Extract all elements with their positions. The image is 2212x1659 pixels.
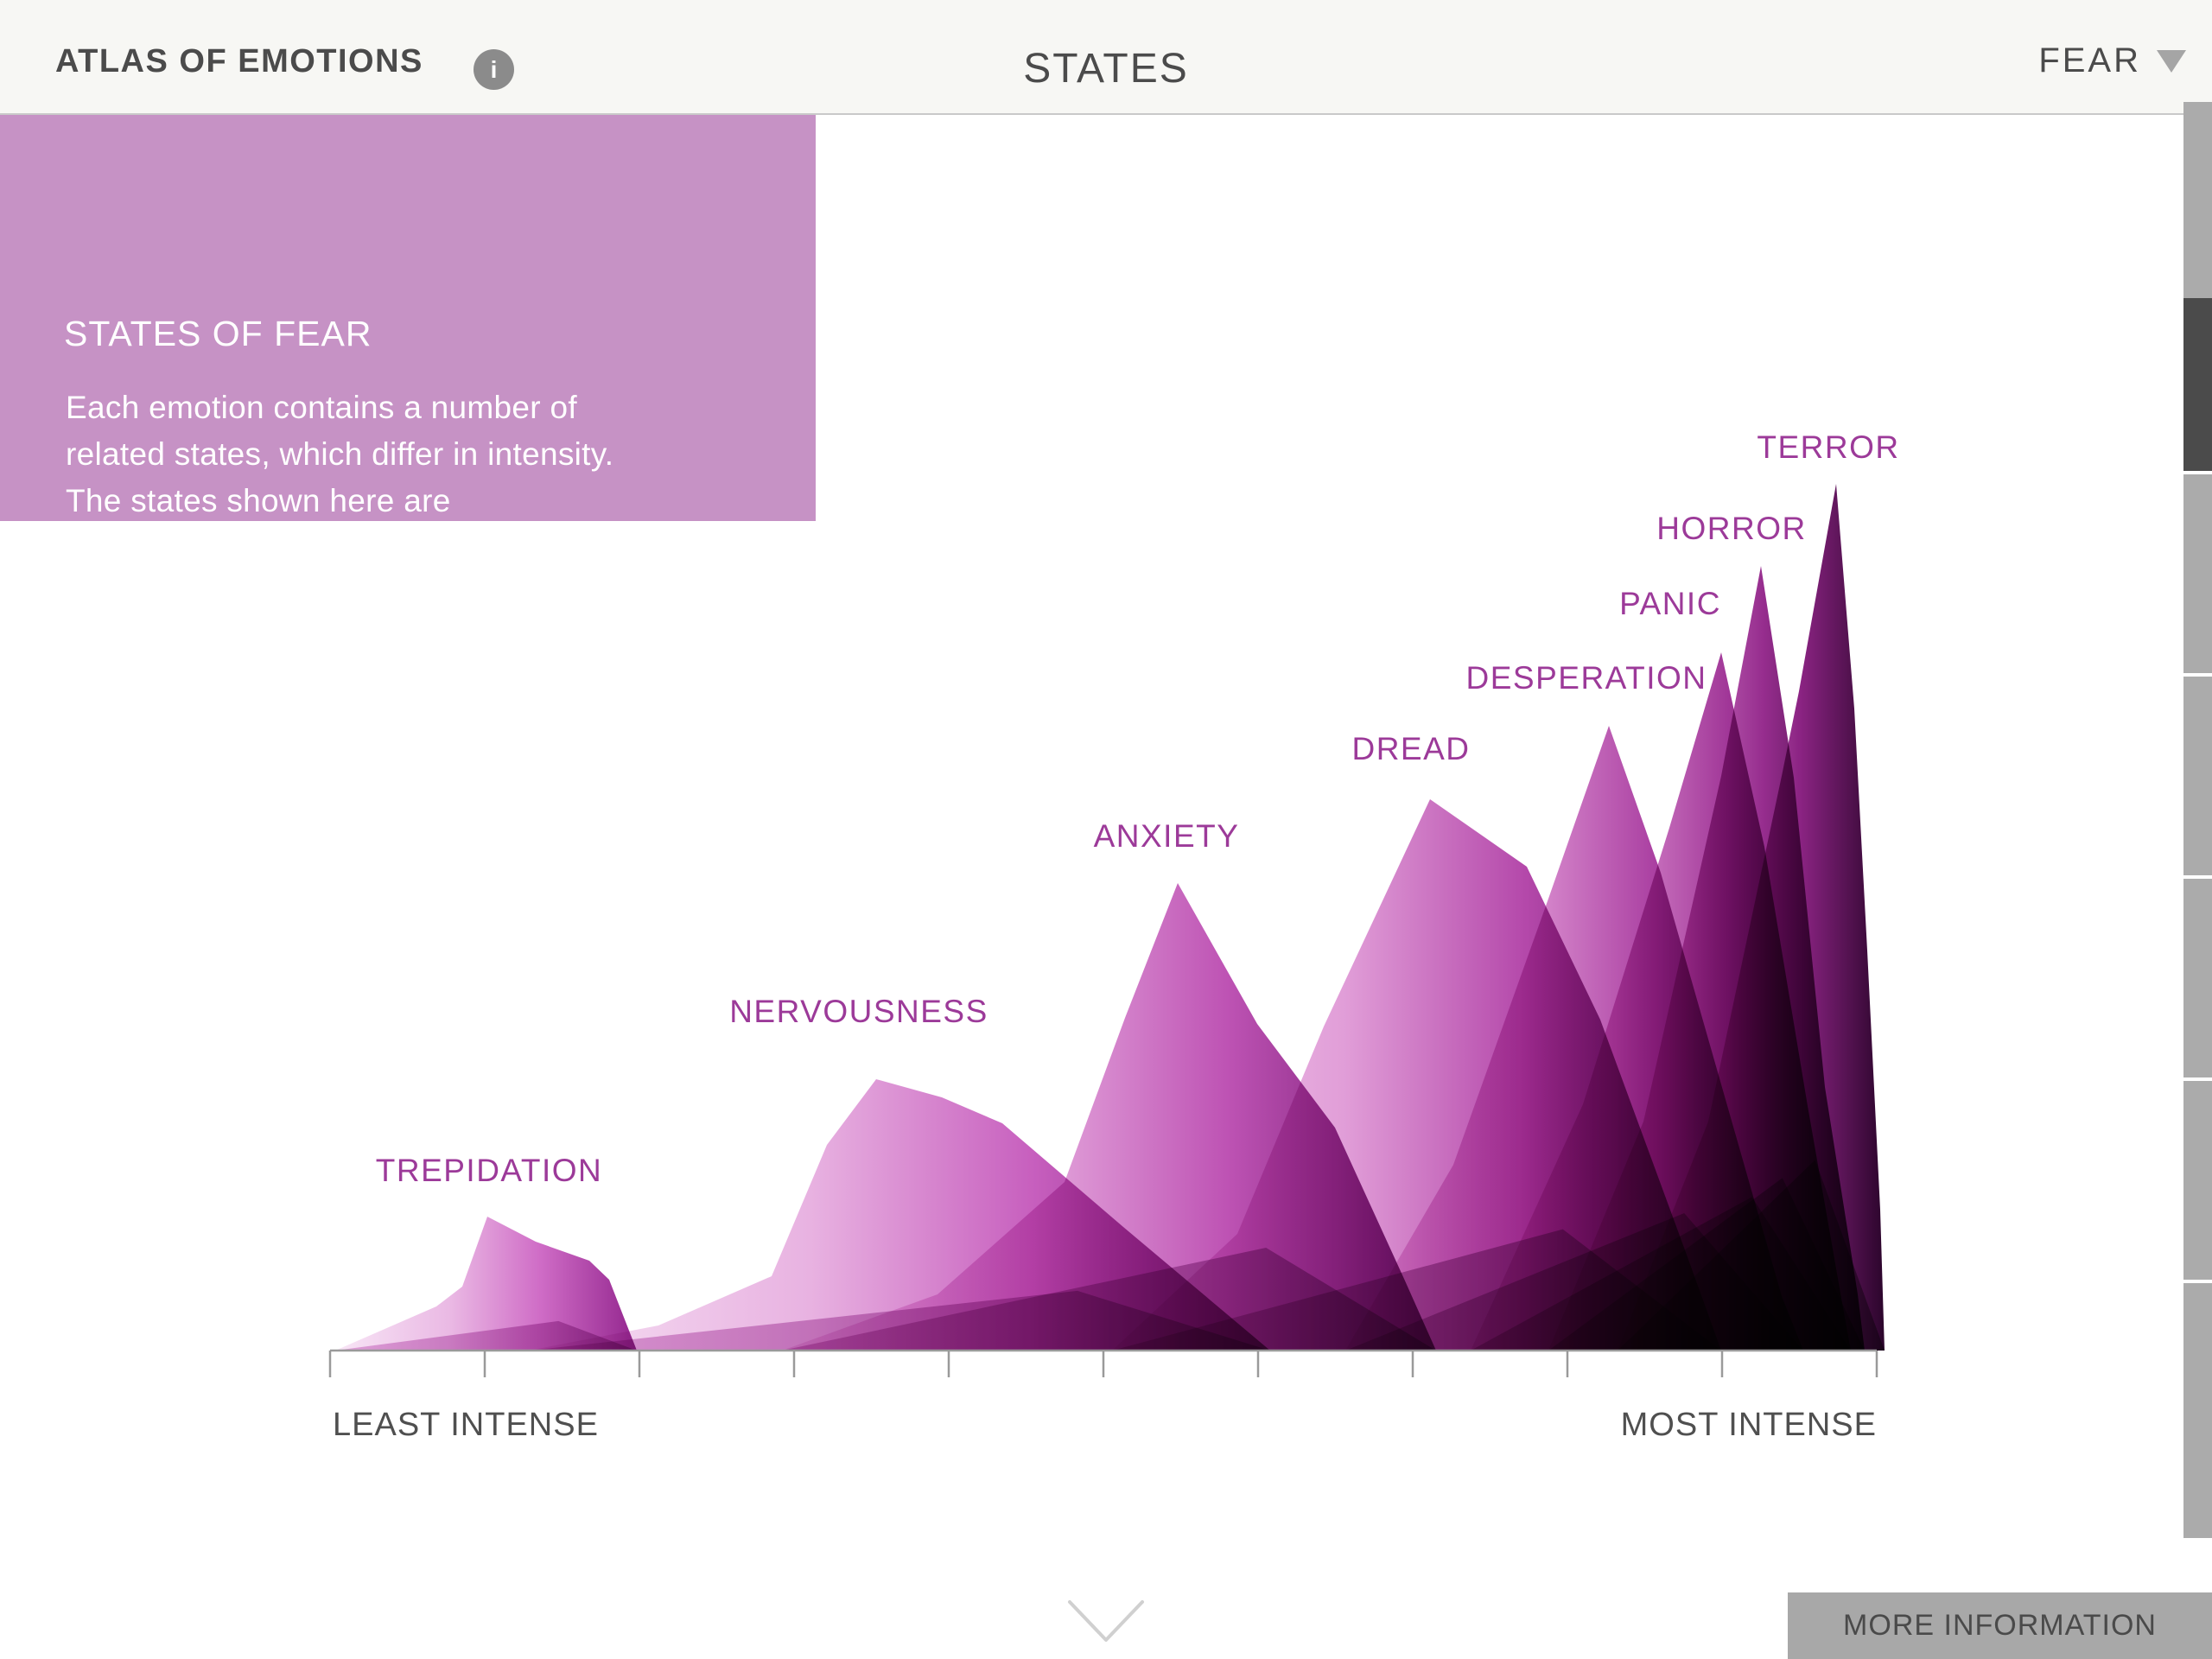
- scrollbar-thumb[interactable]: [2183, 298, 2212, 471]
- info-icon-glyph: i: [490, 55, 498, 83]
- state-area-facet: [1618, 1160, 1885, 1351]
- state-label-nervousness[interactable]: NERVOUSNESS: [729, 994, 988, 1029]
- info-panel-body: Each emotion contains a number of related…: [66, 385, 613, 571]
- state-label-terror[interactable]: TERROR: [1757, 429, 1900, 465]
- info-panel-body-line: representative, not exhaustive.: [66, 530, 510, 565]
- emotion-dropdown[interactable]: FEAR: [2038, 41, 2186, 80]
- more-information-button[interactable]: MORE INFORMATION: [1788, 1592, 2212, 1659]
- state-area-facet: [335, 1320, 637, 1351]
- state-label-panic[interactable]: PANIC: [1619, 586, 1721, 621]
- scrollbar-segment[interactable]: [2183, 1081, 2212, 1280]
- scroll-down-chevron-icon[interactable]: [1065, 1597, 1147, 1649]
- state-area-trepidation[interactable]: [335, 1217, 637, 1351]
- info-icon[interactable]: i: [474, 49, 514, 90]
- state-label-trepidation[interactable]: TREPIDATION: [375, 1153, 603, 1188]
- scrollbar-segment[interactable]: [2183, 879, 2212, 1077]
- axis-label-most-intense: MOST INTENSE: [1620, 1407, 1877, 1443]
- app-title: ATLAS OF EMOTIONS: [55, 43, 423, 79]
- info-panel-title: STATES OF FEAR: [64, 314, 372, 353]
- state-label-dread[interactable]: DREAD: [1351, 731, 1471, 766]
- info-panel-body-line: The states shown here are: [66, 483, 451, 518]
- info-panel-body-line: Each emotion contains a number of: [66, 390, 577, 425]
- emotion-dropdown-value: FEAR: [2038, 41, 2141, 79]
- info-panel-body-line: related states, which differ in intensit…: [66, 436, 614, 472]
- state-label-anxiety[interactable]: ANXIETY: [1093, 818, 1240, 854]
- more-information-label: MORE INFORMATION: [1843, 1609, 2157, 1642]
- state-label-desperation[interactable]: DESPERATION: [1465, 660, 1707, 696]
- scrollbar-segment[interactable]: [2183, 102, 2212, 298]
- scrollbar-segment[interactable]: [2183, 1283, 2212, 1538]
- scrollbar-segment[interactable]: [2183, 677, 2212, 875]
- top-header-bar: ATLAS OF EMOTIONS i STATES FEAR: [0, 0, 2212, 115]
- axis-label-least-intense: LEAST INTENSE: [333, 1407, 599, 1443]
- scroll-rail: [2183, 0, 2212, 1659]
- states-info-panel: STATES OF FEAR Each emotion contains a n…: [0, 115, 816, 565]
- state-label-horror[interactable]: HORROR: [1656, 511, 1807, 546]
- state-area-terror[interactable]: [1618, 484, 1885, 1351]
- scrollbar-segment[interactable]: [2183, 474, 2212, 673]
- chevron-down-icon: [2157, 49, 2186, 73]
- page-title: STATES: [1023, 46, 1189, 92]
